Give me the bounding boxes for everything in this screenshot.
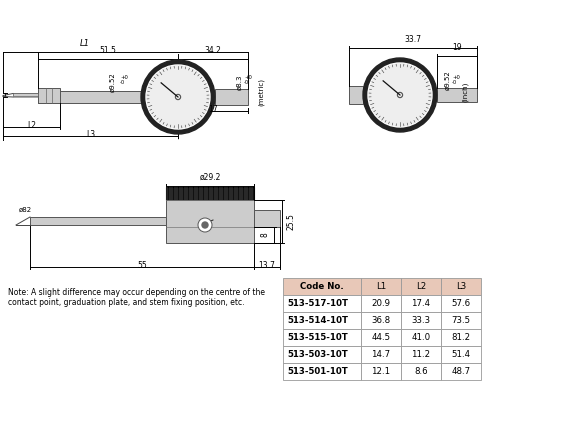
Bar xyxy=(441,329,481,346)
Bar xyxy=(283,329,361,346)
Text: ø29.2: ø29.2 xyxy=(199,173,221,182)
Text: 17.4: 17.4 xyxy=(411,299,431,308)
Bar xyxy=(401,295,441,312)
Bar xyxy=(361,295,401,312)
Bar xyxy=(441,278,481,295)
Text: 51.5: 51.5 xyxy=(99,46,116,55)
Bar xyxy=(441,363,481,380)
Text: +0
-0: +0 -0 xyxy=(120,74,128,85)
Text: +0
-0: +0 -0 xyxy=(244,74,252,85)
Bar xyxy=(441,312,481,329)
Bar xyxy=(215,89,248,105)
Text: 513-514-10T: 513-514-10T xyxy=(287,316,348,325)
Bar xyxy=(361,346,401,363)
Text: 41.0: 41.0 xyxy=(411,333,431,342)
Bar xyxy=(441,346,481,363)
Text: 25.5: 25.5 xyxy=(286,213,295,230)
Bar xyxy=(437,88,477,102)
Circle shape xyxy=(202,222,208,228)
Text: L1: L1 xyxy=(376,282,386,291)
Bar xyxy=(361,329,401,346)
Circle shape xyxy=(363,58,437,132)
Bar xyxy=(441,295,481,312)
Text: 19: 19 xyxy=(452,43,462,52)
Text: 20.9: 20.9 xyxy=(371,299,391,308)
Text: 33.7: 33.7 xyxy=(404,35,421,44)
Circle shape xyxy=(198,218,212,232)
Text: 11.2: 11.2 xyxy=(411,350,431,359)
Circle shape xyxy=(176,94,181,99)
Text: 513-517-10T: 513-517-10T xyxy=(287,299,348,308)
Text: 57.6: 57.6 xyxy=(452,299,470,308)
Text: 81.2: 81.2 xyxy=(452,333,470,342)
Bar xyxy=(401,346,441,363)
Text: 34.2: 34.2 xyxy=(204,46,222,55)
Bar xyxy=(283,312,361,329)
Circle shape xyxy=(177,96,179,98)
Bar xyxy=(38,88,60,103)
Circle shape xyxy=(398,93,403,97)
Bar xyxy=(30,217,166,225)
Text: 513-503-10T: 513-503-10T xyxy=(287,350,348,359)
Bar xyxy=(283,346,361,363)
Bar xyxy=(401,312,441,329)
Text: L2: L2 xyxy=(27,121,36,130)
Bar xyxy=(254,210,280,227)
Text: ø9.52: ø9.52 xyxy=(445,70,451,90)
Text: 55: 55 xyxy=(137,261,147,270)
Text: ø9.52: ø9.52 xyxy=(110,72,116,92)
Circle shape xyxy=(141,60,215,134)
Bar xyxy=(401,278,441,295)
Text: ø82: ø82 xyxy=(18,207,32,213)
Text: L3: L3 xyxy=(86,130,95,139)
Text: (metric): (metric) xyxy=(258,78,265,106)
Bar xyxy=(166,200,254,243)
Bar xyxy=(13,93,38,96)
Bar xyxy=(361,363,401,380)
Text: 17: 17 xyxy=(208,105,218,114)
Text: 14.7: 14.7 xyxy=(371,350,391,359)
Circle shape xyxy=(369,64,431,126)
Bar xyxy=(283,278,361,295)
Text: 36.8: 36.8 xyxy=(371,316,391,325)
Bar xyxy=(283,295,361,312)
Text: 513-501-10T: 513-501-10T xyxy=(287,367,348,376)
Text: 8: 8 xyxy=(261,233,270,237)
Text: contact point, graduation plate, and stem fixing position, etc.: contact point, graduation plate, and ste… xyxy=(8,298,244,307)
Circle shape xyxy=(146,65,210,129)
Text: Note: A slight difference may occur depending on the centre of the: Note: A slight difference may occur depe… xyxy=(8,288,265,297)
Bar xyxy=(283,363,361,380)
Text: 51.4: 51.4 xyxy=(452,350,470,359)
Text: ø8.3: ø8.3 xyxy=(237,74,243,90)
Circle shape xyxy=(399,94,401,96)
Text: L2: L2 xyxy=(416,282,426,291)
Bar xyxy=(401,363,441,380)
Bar xyxy=(349,86,363,104)
Text: Code No.: Code No. xyxy=(300,282,344,291)
Bar xyxy=(401,329,441,346)
Text: 8.6: 8.6 xyxy=(414,367,428,376)
Bar xyxy=(38,91,141,103)
Text: +0
-0: +0 -0 xyxy=(452,74,460,85)
Text: (inch): (inch) xyxy=(462,82,469,102)
Text: 48.7: 48.7 xyxy=(452,367,470,376)
Text: L1: L1 xyxy=(80,39,90,48)
Text: 0.6: 0.6 xyxy=(0,90,2,101)
Bar xyxy=(361,278,401,295)
Text: 73.5: 73.5 xyxy=(452,316,470,325)
Text: 33.3: 33.3 xyxy=(411,316,431,325)
Text: 13.7: 13.7 xyxy=(258,261,275,270)
Text: L3: L3 xyxy=(456,282,466,291)
Text: 12.1: 12.1 xyxy=(371,367,391,376)
Bar xyxy=(361,312,401,329)
Text: 513-515-10T: 513-515-10T xyxy=(287,333,348,342)
Bar xyxy=(166,187,254,200)
Circle shape xyxy=(368,63,432,127)
Circle shape xyxy=(147,66,209,128)
Text: 44.5: 44.5 xyxy=(371,333,391,342)
